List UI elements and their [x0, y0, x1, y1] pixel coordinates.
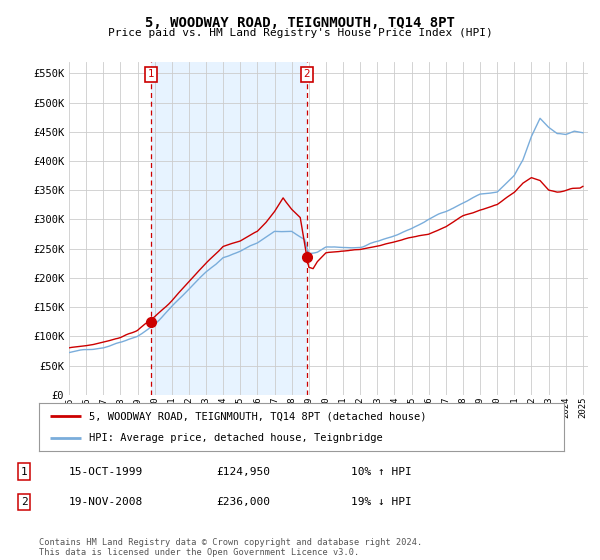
Text: 5, WOODWAY ROAD, TEIGNMOUTH, TQ14 8PT: 5, WOODWAY ROAD, TEIGNMOUTH, TQ14 8PT — [145, 16, 455, 30]
Text: 5, WOODWAY ROAD, TEIGNMOUTH, TQ14 8PT (detached house): 5, WOODWAY ROAD, TEIGNMOUTH, TQ14 8PT (d… — [89, 411, 427, 421]
Text: Price paid vs. HM Land Registry's House Price Index (HPI): Price paid vs. HM Land Registry's House … — [107, 28, 493, 38]
Text: £236,000: £236,000 — [216, 497, 270, 507]
Text: HPI: Average price, detached house, Teignbridge: HPI: Average price, detached house, Teig… — [89, 433, 383, 443]
Text: Contains HM Land Registry data © Crown copyright and database right 2024.
This d: Contains HM Land Registry data © Crown c… — [39, 538, 422, 557]
Text: 10% ↑ HPI: 10% ↑ HPI — [351, 466, 412, 477]
Text: 2: 2 — [304, 69, 310, 80]
Text: 1: 1 — [20, 466, 28, 477]
Text: 2: 2 — [20, 497, 28, 507]
Bar — [151, 62, 307, 395]
Text: 19-NOV-2008: 19-NOV-2008 — [69, 497, 143, 507]
Text: £124,950: £124,950 — [216, 466, 270, 477]
Text: 15-OCT-1999: 15-OCT-1999 — [69, 466, 143, 477]
Text: 19% ↓ HPI: 19% ↓ HPI — [351, 497, 412, 507]
Text: 1: 1 — [148, 69, 154, 80]
